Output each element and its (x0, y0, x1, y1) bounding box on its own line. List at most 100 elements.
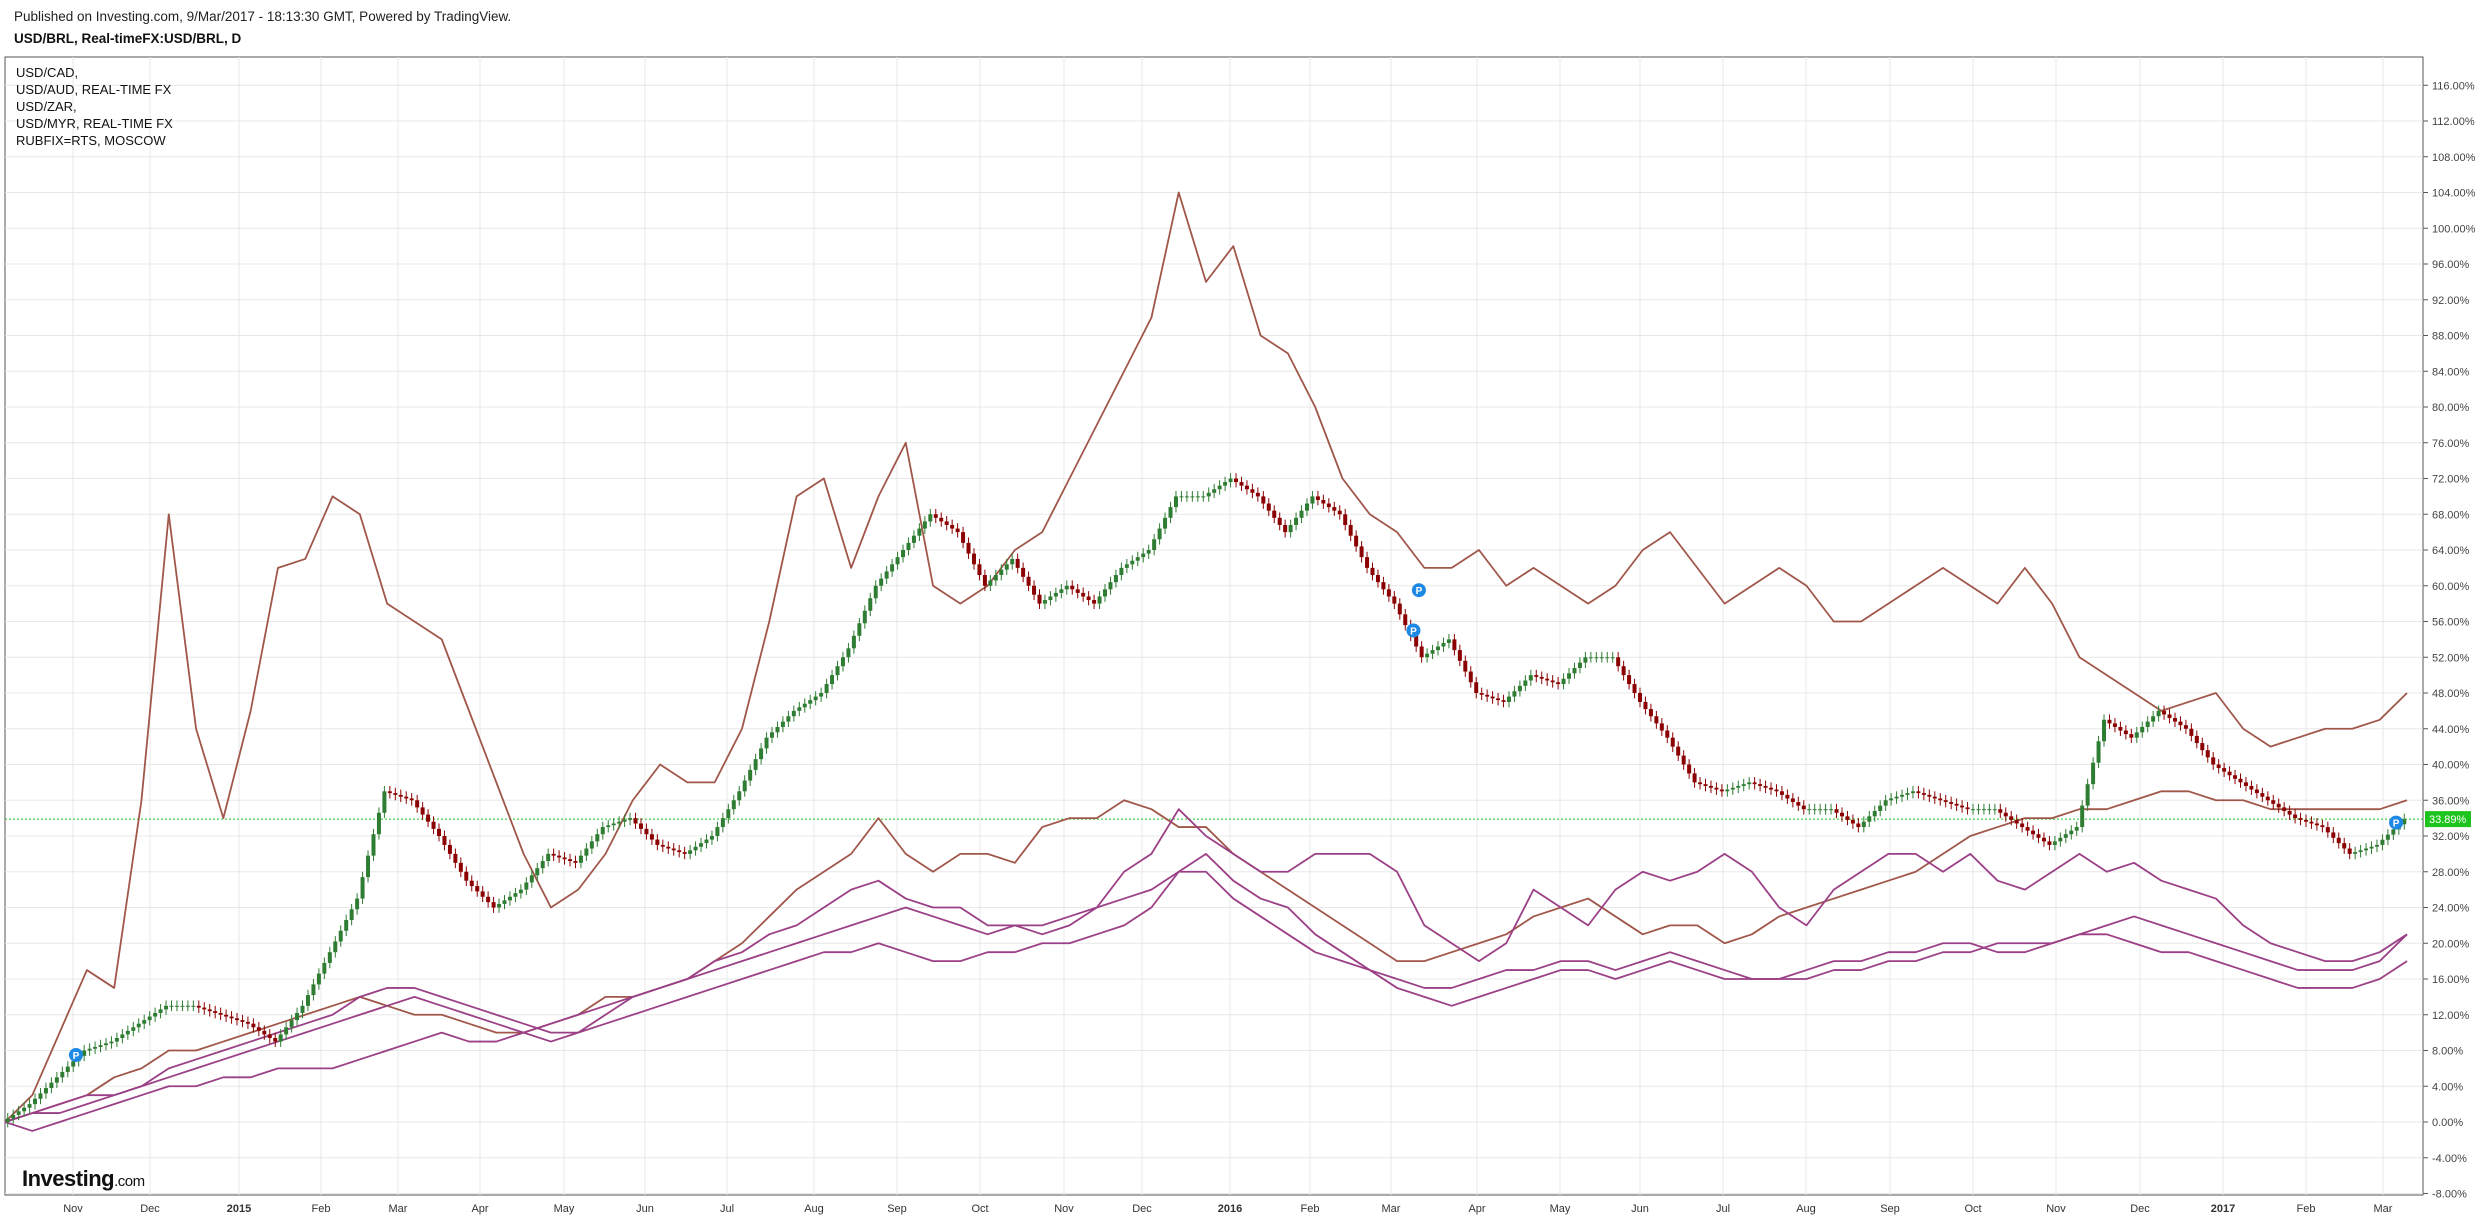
candle-body (884, 571, 889, 579)
candle-body (1545, 678, 1550, 681)
candle-body (1627, 675, 1632, 685)
candle-body (2129, 734, 2134, 738)
candle-body (813, 696, 818, 701)
candle-body (393, 793, 398, 795)
candle-body (202, 1007, 207, 1010)
grid (5, 57, 2423, 1195)
candle-body (1348, 524, 1353, 536)
candle-body (2145, 721, 2150, 727)
candle-body (1872, 810, 1877, 817)
series-line-rubfix[interactable] (4, 191, 2408, 1123)
candle-body (2385, 834, 2390, 840)
legend-item-usd-zar[interactable]: USD/ZAR, (16, 99, 77, 114)
candle-body (507, 896, 512, 901)
candle-body (1861, 821, 1866, 828)
candle-body (1103, 589, 1108, 597)
candle-body (2222, 768, 2227, 772)
series-line-usd-zar[interactable] (4, 790, 2408, 1123)
candle-body (1026, 576, 1031, 586)
candle-body (808, 700, 813, 704)
candle-body (791, 710, 796, 717)
candle-body (2205, 750, 2210, 758)
candle-body (1277, 517, 1282, 525)
candle-body (748, 769, 753, 781)
candle-body (2167, 714, 2172, 719)
candle-body (486, 896, 491, 903)
candle-body (1228, 478, 1233, 483)
candle-body (431, 821, 436, 829)
candle-body (1392, 596, 1397, 604)
candle-body (2287, 810, 2292, 815)
y-tick-label: 36.00% (2432, 795, 2470, 807)
candle-body (2309, 821, 2314, 824)
candle-body (1059, 589, 1064, 593)
y-tick-label: 116.00% (2432, 80, 2475, 92)
candle-body (720, 818, 725, 828)
event-marker[interactable]: P (2389, 815, 2404, 830)
candle-body (1195, 496, 1200, 498)
candle-body (1703, 784, 1708, 786)
legend-item-usd-cad[interactable]: USD/CAD, (16, 65, 79, 80)
candle-body (999, 569, 1004, 576)
candle-body (1698, 782, 1703, 785)
legend-item-rubfix[interactable]: RUBFIX=RTS, MOSCOW (16, 133, 166, 148)
candle-body (2282, 807, 2287, 811)
candle-body (518, 889, 523, 894)
candle-body (147, 1016, 152, 1021)
candle-body (2276, 803, 2281, 808)
candle-body (2134, 732, 2139, 738)
candle-body (1960, 805, 1965, 808)
candle-body (1905, 793, 1910, 795)
price-candles[interactable] (5, 473, 2407, 1128)
candle-body (819, 693, 824, 697)
candle-body (1168, 507, 1173, 518)
candle-body (1708, 785, 1713, 788)
candle-body (1829, 809, 1834, 811)
y-tick-label: 96.00% (2432, 259, 2470, 271)
candle-body (1299, 510, 1304, 518)
candle-body (360, 877, 365, 899)
candle-body (1015, 558, 1020, 568)
y-tick-label: 28.00% (2432, 867, 2470, 879)
series-line-usd-aud[interactable] (4, 852, 2408, 1123)
candle-body (873, 585, 878, 599)
y-tick-label: 100.00% (2432, 223, 2476, 235)
candle-body (1086, 596, 1091, 601)
candle-body (2194, 735, 2199, 744)
candle-body (879, 578, 884, 586)
candle-body (1856, 823, 1861, 828)
x-axis: Nov Dec 2015 Feb Mar Apr May Jun Jul Aug Sep Oct Nov… (63, 1203, 2393, 1215)
candle-body (136, 1023, 141, 1028)
candle-body (1741, 784, 1746, 786)
candle-body (1900, 794, 1905, 797)
candle-body (666, 846, 671, 849)
series-line-usd-cad[interactable] (4, 870, 2408, 1123)
candle-body (502, 900, 507, 904)
candle-body (1004, 564, 1009, 570)
event-marker[interactable]: P (68, 1047, 83, 1062)
legend-item-usd-aud[interactable]: USD/AUD, REAL-TIME FX (16, 82, 172, 97)
y-tick-label: 108.00% (2432, 152, 2476, 164)
candle-body (1823, 809, 1828, 811)
legend-item-usd-myr[interactable]: USD/MYR, REAL-TIME FX (16, 116, 173, 131)
y-tick-label: 48.00% (2432, 688, 2470, 700)
event-marker[interactable]: P (1406, 623, 1421, 638)
event-marker[interactable]: P (1411, 583, 1426, 598)
candle-body (1981, 809, 1986, 811)
candle-body (497, 903, 502, 908)
candle-body (2331, 832, 2336, 838)
candle-body (1648, 709, 1653, 717)
candle-body (1523, 680, 1528, 686)
candle-body (1910, 791, 1915, 794)
x-tick-label: Feb (2297, 1203, 2316, 1215)
candle-body (2052, 841, 2057, 845)
candle-body (1425, 653, 1430, 658)
last-price-label: 33.89% (2429, 814, 2467, 826)
candle-body (1506, 696, 1511, 702)
series-line-usd-myr[interactable] (4, 808, 2408, 1132)
candle-body (1839, 812, 1844, 817)
candle-body (1370, 567, 1375, 576)
candle-body (1157, 528, 1162, 540)
candle-body (840, 657, 845, 667)
